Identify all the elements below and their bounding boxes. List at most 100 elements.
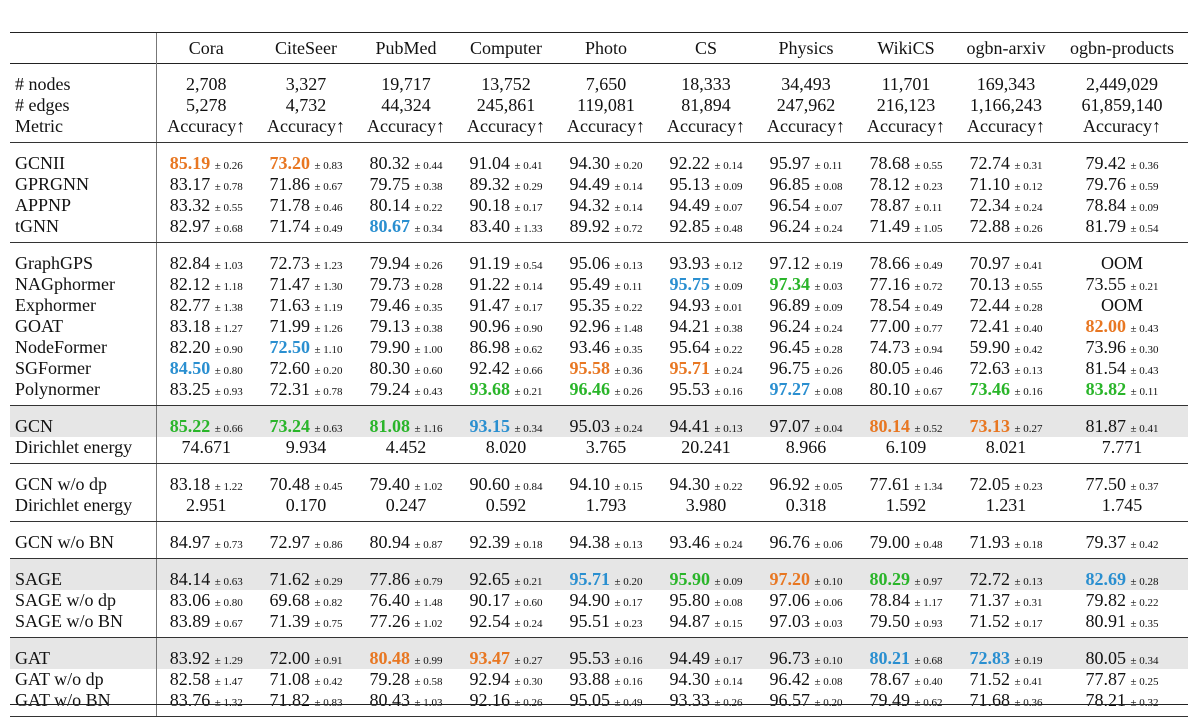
table-cell: 79.37 ± 0.42 [1056, 521, 1188, 559]
table-cell: 76.40 ± 1.48 [356, 590, 456, 611]
cell-value: 96.85 [769, 174, 810, 194]
cell-value: 94.49 [569, 174, 610, 194]
table-cell: 91.47 ± 0.17 [456, 295, 556, 316]
cell-value: 85.22 [169, 416, 211, 436]
cell-value: 92.22 [669, 153, 710, 173]
cell-std: ± 0.21 [1130, 281, 1159, 293]
table-cell: 92.54 ± 0.24 [456, 611, 556, 638]
table-cell: 1.231 [956, 495, 1056, 522]
cell-value: 93.46 [569, 337, 610, 357]
cell-std: ± 0.26 [1014, 223, 1043, 235]
cell-value: 95.05 [569, 690, 610, 710]
cell-value: 71.49 [869, 216, 910, 236]
table-cell: 94.38 ± 0.13 [556, 521, 656, 559]
cell-std: ± 0.49 [914, 260, 943, 272]
table-cell: 72.50 ± 1.10 [256, 337, 356, 358]
cell-value: 95.80 [669, 590, 710, 610]
cell-std: ± 0.26 [414, 260, 443, 272]
cell-value: 70.48 [269, 474, 310, 494]
cell-std: ± 0.22 [714, 481, 743, 493]
table-cell: 83.89 ± 0.67 [156, 611, 256, 638]
cell-std: ± 1.16 [414, 423, 443, 435]
cell-value: 71.63 [269, 295, 310, 315]
cell-std: ± 0.21 [514, 576, 543, 588]
table-cell: 94.32 ± 0.14 [556, 195, 656, 216]
table-cell: 1.793 [556, 495, 656, 522]
cell-value: 77.00 [869, 316, 910, 336]
table-cell: 74.73 ± 0.94 [856, 337, 956, 358]
table-cell: 85.19 ± 0.26 [156, 143, 256, 175]
table-cell: 93.88 ± 0.16 [556, 669, 656, 690]
table-cell: 72.97 ± 0.86 [256, 521, 356, 559]
cell-value: 95.97 [769, 153, 811, 173]
cell-value: 91.19 [469, 253, 510, 273]
table-row: Dirichlet energy 2.951 0.170 0.247 0.592 1.79… [10, 495, 1188, 522]
cell-std: ± 0.48 [914, 539, 943, 551]
table-cell: 83.25 ± 0.93 [156, 379, 256, 406]
row-label: # edges [10, 95, 157, 116]
cell-value: 72.73 [269, 253, 310, 273]
cell-value: 71.86 [269, 174, 310, 194]
cell-value: 7.771 [1101, 437, 1143, 457]
cell-value: 91.04 [469, 153, 510, 173]
cell-value: 84.14 [169, 569, 211, 589]
cell-value: 74.73 [869, 337, 910, 357]
table-cell: Accuracy↑ [456, 116, 556, 143]
cell-std: ± 0.24 [814, 323, 843, 335]
table-cell: 11,701 [856, 64, 956, 96]
cell-value: 3,327 [285, 74, 327, 94]
table-cell: 80.14 ± 0.52 [856, 405, 956, 437]
cell-std: ± 0.75 [314, 618, 343, 630]
cell-value: OOM [1100, 253, 1143, 273]
table-cell: 91.22 ± 0.14 [456, 274, 556, 295]
table-cell: 2,449,029 [1056, 64, 1188, 96]
cell-std: ± 0.11 [1130, 386, 1159, 398]
cell-std: ± 1.27 [214, 323, 243, 335]
table-cell: 92.96 ± 1.48 [556, 316, 656, 337]
cell-std: ± 0.43 [414, 386, 443, 398]
cell-value: 97.20 [769, 569, 810, 589]
cell-std: ± 0.03 [814, 281, 843, 293]
table-cell: 94.87 ± 0.15 [656, 611, 756, 638]
cell-value: 82.00 [1085, 316, 1126, 336]
cell-value: 80.91 [1085, 611, 1126, 631]
cell-std: ± 0.27 [514, 655, 543, 667]
table-cell: 73.46 ± 0.16 [956, 379, 1056, 406]
cell-value: Accuracy↑ [767, 116, 845, 136]
table-row: Metric Accuracy↑ Accuracy↑ Accuracy↑ Accurac… [10, 116, 1188, 143]
table-cell: 82.58 ± 1.47 [156, 669, 256, 690]
table-row: GCN w/o dp 83.18 ± 1.22 70.48 ± 0.45 79.40 … [10, 463, 1188, 496]
table-cell: 90.18 ± 0.17 [456, 195, 556, 216]
table-cell: 13,752 [456, 64, 556, 96]
table-cell: 94.49 ± 0.07 [656, 195, 756, 216]
cell-std: ± 0.63 [314, 423, 343, 435]
table-cell: 216,123 [856, 95, 956, 116]
cell-value: 71.52 [969, 611, 1010, 631]
cell-value: 95.90 [669, 569, 710, 589]
cell-value: 79.00 [869, 532, 910, 552]
table-cell: 96.45 ± 0.28 [756, 337, 856, 358]
table-cell: 72.74 ± 0.31 [956, 143, 1056, 175]
cell-std: ± 0.20 [814, 697, 843, 709]
table-cell: 20.241 [656, 437, 756, 464]
cell-value: 79.76 [1085, 174, 1126, 194]
cell-std: ± 0.79 [414, 576, 443, 588]
cell-value: 95.49 [569, 274, 611, 294]
cell-value: 82.97 [169, 216, 211, 236]
cell-value: 93.68 [469, 379, 510, 399]
cell-std: ± 0.94 [914, 344, 943, 356]
cell-std: ± 0.40 [914, 676, 943, 688]
cell-value: 95.03 [569, 416, 610, 436]
cell-value: 96.92 [769, 474, 810, 494]
table-row: GCNII 85.19 ± 0.26 73.20 ± 0.83 80.32 ± 0.4… [10, 142, 1188, 175]
cell-std: ± 0.93 [214, 386, 243, 398]
table-cell: 78.84 ± 1.17 [856, 590, 956, 611]
cell-value: 4.452 [385, 437, 427, 457]
table-cell: 82.77 ± 1.38 [156, 295, 256, 316]
table-cell: 94.30 ± 0.22 [656, 464, 756, 496]
cell-value: 80.94 [369, 532, 410, 552]
cell-std: ± 0.09 [814, 302, 843, 314]
cell-value: 0.592 [485, 495, 527, 515]
cell-value: Accuracy↑ [267, 116, 345, 136]
cell-std: ± 0.09 [714, 281, 743, 293]
